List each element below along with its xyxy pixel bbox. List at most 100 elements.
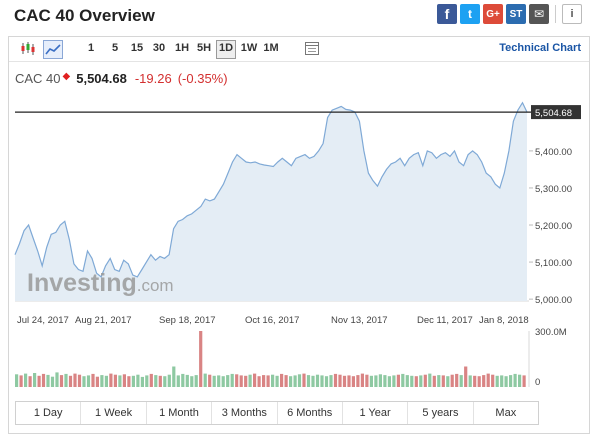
volume-bar xyxy=(289,376,293,387)
volume-bar xyxy=(446,376,450,387)
interval-1[interactable]: 1 xyxy=(87,42,95,54)
volume-bar xyxy=(450,374,454,387)
volume-bar xyxy=(392,375,396,387)
range-5-years[interactable]: 5 years xyxy=(408,402,474,424)
y-tick-label: 5,000.00 xyxy=(535,295,572,306)
y-tick-label: 5,100.00 xyxy=(535,258,572,269)
email-share-button[interactable]: ✉ xyxy=(529,4,549,24)
volume-bar xyxy=(82,376,86,387)
stumbleupon-share-button[interactable]: ST xyxy=(506,4,526,24)
google-plus-share-button[interactable]: G+ xyxy=(483,4,503,24)
volume-bar xyxy=(311,375,315,387)
volume-bar xyxy=(486,373,490,387)
x-tick-label: Oct 16, 2017 xyxy=(245,315,299,326)
volume-bar xyxy=(230,373,234,387)
volume-bar xyxy=(271,374,275,387)
price-change-percent: (-0.35%) xyxy=(177,71,228,86)
candlestick-chart-icon[interactable] xyxy=(19,40,37,57)
volume-bar xyxy=(221,376,225,387)
range-1-day[interactable]: 1 Day xyxy=(16,402,82,424)
volume-bar xyxy=(477,376,481,387)
facebook-share-button[interactable]: f xyxy=(437,4,457,24)
last-price-tag xyxy=(531,105,581,120)
price-area xyxy=(15,102,527,301)
volume-bar xyxy=(410,375,414,387)
volume-bar xyxy=(208,374,212,387)
volume-bar xyxy=(500,375,504,387)
interval-5h[interactable]: 5H xyxy=(196,42,212,54)
live-indicator-icon: ◆ xyxy=(62,71,71,82)
interval-30[interactable]: 30 xyxy=(152,42,166,54)
volume-bar xyxy=(333,373,338,387)
investing-watermark: Investing.com xyxy=(27,269,174,297)
volume-bar xyxy=(518,374,522,387)
twitter-share-button[interactable]: t xyxy=(460,4,480,24)
volume-bar xyxy=(91,373,95,387)
volume-bar xyxy=(226,375,230,387)
technical-chart-link[interactable]: Technical Chart xyxy=(499,42,581,54)
volume-bar xyxy=(73,373,77,387)
volume-bar xyxy=(369,375,373,387)
volume-bar xyxy=(306,375,311,387)
volume-bar xyxy=(154,375,158,387)
interval-1d[interactable]: 1D xyxy=(216,40,236,59)
volume-bar xyxy=(55,372,59,387)
x-tick-label: Jul 24, 2017 xyxy=(17,315,69,326)
interval-1h[interactable]: 1H xyxy=(174,42,190,54)
settings-panel-icon[interactable] xyxy=(303,40,321,57)
interval-1m[interactable]: 1M xyxy=(263,42,279,54)
range-6-months[interactable]: 6 Months xyxy=(278,402,343,424)
volume-bar xyxy=(68,375,73,387)
y-tick-label: 5,400.00 xyxy=(535,147,572,158)
volume-bar xyxy=(176,375,180,387)
volume-bar xyxy=(387,376,391,387)
volume-bar xyxy=(473,375,477,387)
index-name: CAC 40 xyxy=(15,71,61,86)
volume-bar xyxy=(455,373,459,387)
range-1-week[interactable]: 1 Week xyxy=(81,402,147,424)
volume-bar xyxy=(199,331,203,387)
volume-bar xyxy=(59,375,64,387)
volume-bar xyxy=(297,374,302,387)
volume-bar xyxy=(513,373,517,387)
volume-bar xyxy=(302,373,306,387)
volume-bar xyxy=(262,375,266,387)
volume-bar xyxy=(356,375,360,387)
volume-zero-label: 0 xyxy=(535,377,540,388)
volume-bar xyxy=(127,376,131,387)
volume-bar xyxy=(509,375,513,387)
volume-bar xyxy=(190,376,194,387)
range-1-month[interactable]: 1 Month xyxy=(147,402,213,424)
price-quote: CAC 40 ◆ 5,504.68 -19.26 (-0.35%) xyxy=(15,71,228,86)
divider xyxy=(555,5,556,23)
volume-bar xyxy=(324,376,329,387)
volume-bar xyxy=(441,375,445,387)
x-tick-label: Aug 21, 2017 xyxy=(75,315,132,326)
price-chart[interactable]: Investing.com 5,000.00 5,100.00 5,200.00 5,3… xyxy=(9,37,589,399)
volume-bar xyxy=(365,374,369,387)
volume-bar xyxy=(396,374,400,387)
volume-bar xyxy=(41,373,46,387)
volume-bar xyxy=(423,374,427,387)
volume-bar xyxy=(64,373,68,387)
interval-5[interactable]: 5 xyxy=(111,42,119,54)
volume-bar xyxy=(248,374,252,387)
info-button[interactable]: i xyxy=(562,4,582,24)
interval-1w[interactable]: 1W xyxy=(240,42,258,54)
last-price-tag-label: 5,504.68 xyxy=(535,108,572,119)
range-1-year[interactable]: 1 Year xyxy=(343,402,409,424)
range-3-months[interactable]: 3 Months xyxy=(212,402,278,424)
interval-15[interactable]: 15 xyxy=(130,42,144,54)
volume-bar xyxy=(378,374,382,387)
volume-bar xyxy=(522,375,526,387)
volume-bar xyxy=(347,375,351,387)
x-tick-label: Jan 8, 2018 xyxy=(479,315,529,326)
range-max[interactable]: Max xyxy=(495,407,517,419)
share-bar: f t G+ ST ✉ i xyxy=(437,4,582,24)
volume-bar xyxy=(95,376,99,387)
volume-bar xyxy=(145,375,149,387)
volume-bar xyxy=(109,373,113,387)
area-chart-icon[interactable] xyxy=(43,40,63,59)
volume-bar xyxy=(37,375,41,387)
volume-bar xyxy=(15,374,19,387)
